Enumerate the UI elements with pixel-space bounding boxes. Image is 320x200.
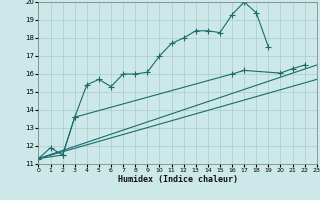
X-axis label: Humidex (Indice chaleur): Humidex (Indice chaleur)	[118, 175, 238, 184]
